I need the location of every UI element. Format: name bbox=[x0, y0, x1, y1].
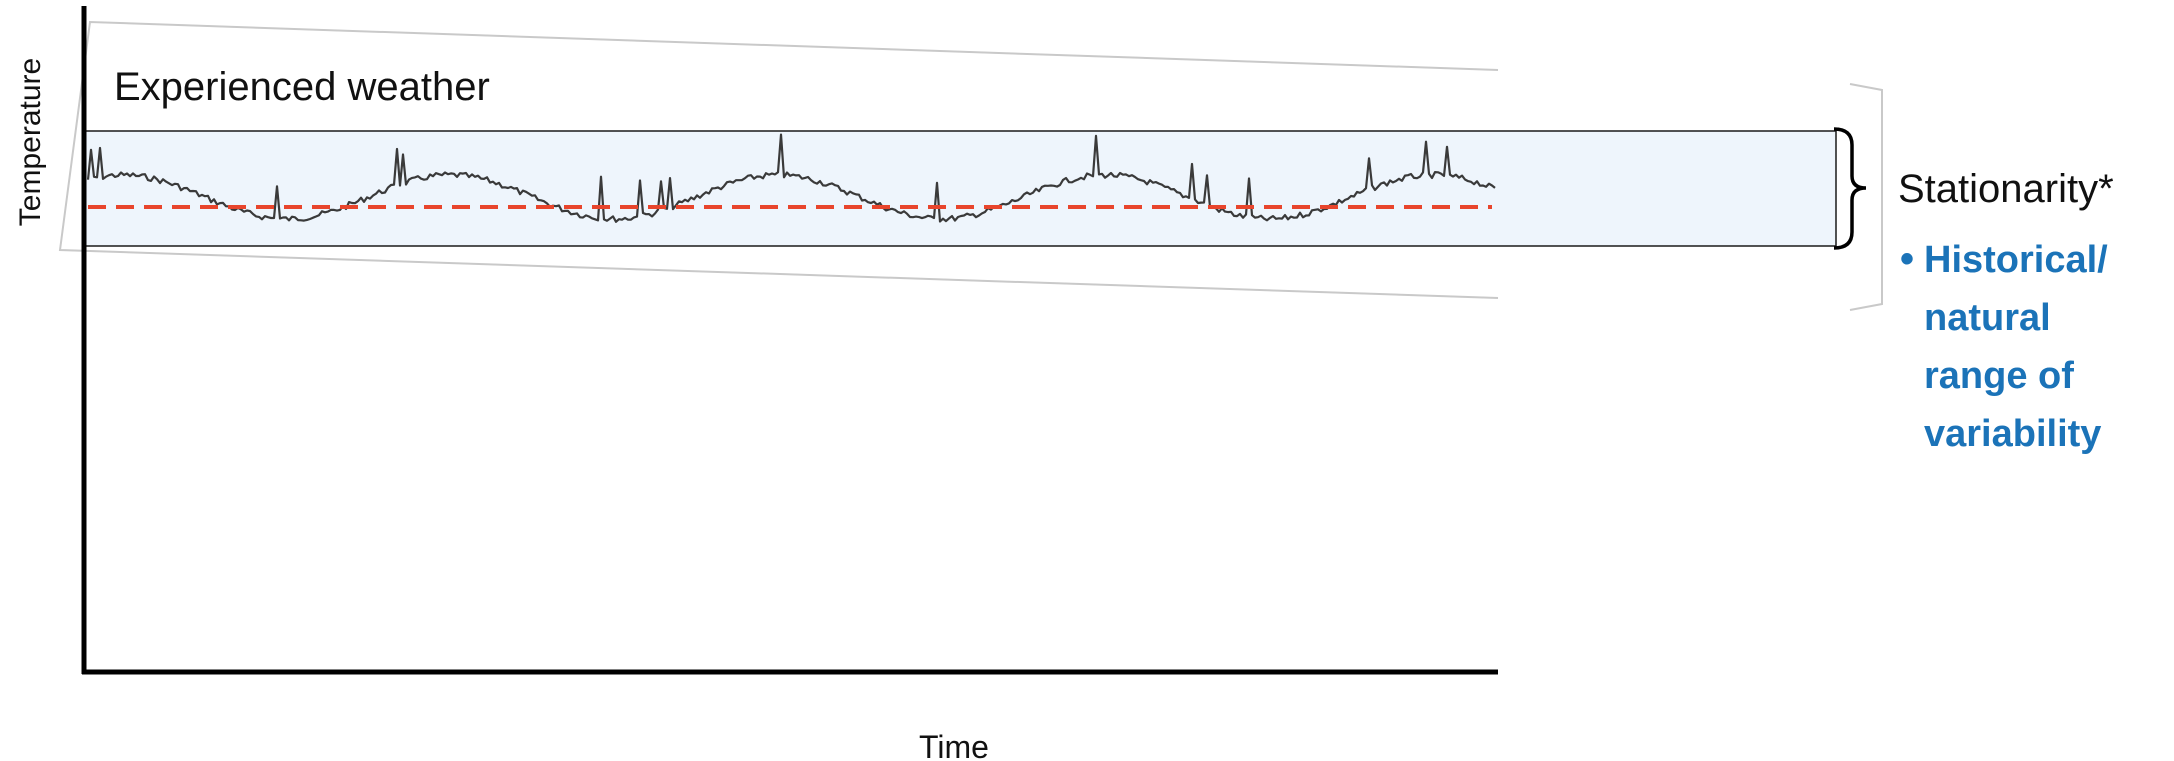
bullet-line-3: range of bbox=[1924, 355, 2074, 397]
curly-brace bbox=[1833, 127, 1867, 250]
bullet-line-4: variability bbox=[1924, 413, 2101, 455]
bullet-line-1: Historical/ bbox=[1924, 239, 2108, 281]
bullet-symbol: • bbox=[1900, 237, 1914, 281]
experienced-weather-label: Experienced weather bbox=[114, 65, 490, 109]
outline-top-edge bbox=[58, 20, 1499, 299]
x-axis-label: Time bbox=[919, 729, 989, 761]
variability-band bbox=[83, 130, 1837, 247]
stationarity-label: Stationarity* bbox=[1898, 167, 2114, 211]
temperature-trace bbox=[86, 133, 1496, 223]
outline-right-bracket bbox=[1849, 83, 1883, 311]
y-axis-label: Temperature bbox=[14, 58, 47, 226]
bullet-line-2: natural bbox=[1924, 297, 2051, 339]
